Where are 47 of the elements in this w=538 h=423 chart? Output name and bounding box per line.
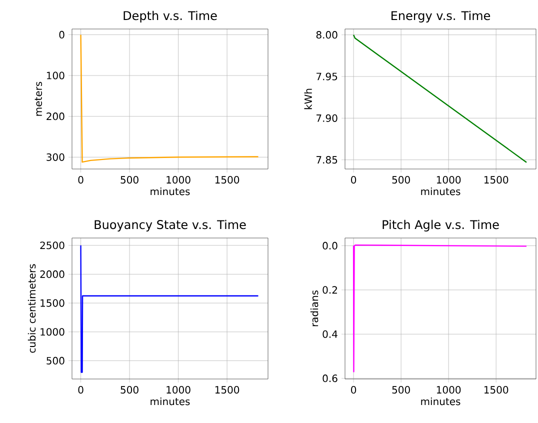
line-series <box>352 244 528 372</box>
x-tick-label: 1500 <box>484 176 508 184</box>
x-tick-label: 0 <box>351 176 356 184</box>
x-tick-label: 0 <box>351 386 356 394</box>
y-axis-title: kWh <box>304 88 312 110</box>
y-tick-label: 300 <box>46 153 64 161</box>
y-tick-label: 7.95 <box>316 72 338 80</box>
x-axis-title: minutes <box>421 397 460 406</box>
y-tick-label: 7.85 <box>316 156 338 164</box>
x-tick-label: 0 <box>78 386 84 394</box>
x-tick-label: 1500 <box>215 176 240 184</box>
y-tick-label: 100 <box>46 72 64 80</box>
y-tick-label: 0.4 <box>322 330 338 338</box>
x-tick-label: 1000 <box>166 176 190 184</box>
x-tick-label: 0 <box>78 176 84 184</box>
y-tick-label: 2000 <box>40 270 64 278</box>
chart-title: Energy v.s. Time <box>392 10 490 22</box>
y-tick-label: 0 <box>59 30 64 38</box>
chart-title: Pitch Agle v.s. Time <box>382 220 499 232</box>
y-tick-label: 1000 <box>40 328 64 336</box>
y-tick-label: 0.6 <box>322 374 338 382</box>
x-axis-title: minutes <box>150 187 190 196</box>
x-tick-label: 500 <box>392 176 410 184</box>
y-tick-label: 0.2 <box>322 286 337 294</box>
y-tick-label: 1500 <box>40 299 64 307</box>
chart-title: Buoyancy State v.s. Time <box>94 220 246 232</box>
x-axis-title: minutes <box>421 187 460 196</box>
y-tick-label: 7.90 <box>316 114 338 122</box>
x-tick-label: 1500 <box>215 386 240 394</box>
y-axis-title: radians <box>310 290 318 326</box>
y-tick-label: 2500 <box>40 242 64 250</box>
chart-title: Depth v.s. Time <box>124 10 217 22</box>
x-axis-title: minutes <box>150 397 190 406</box>
x-tick-label: 500 <box>120 386 138 394</box>
y-tick-label: 8.00 <box>316 31 338 39</box>
x-tick-label: 1500 <box>484 386 508 394</box>
x-tick-label: 500 <box>392 386 410 394</box>
x-tick-label: 1000 <box>166 386 190 394</box>
y-axis-title: meters <box>34 82 42 116</box>
y-axis-title: cubic centimeters <box>28 264 36 353</box>
x-tick-label: 1000 <box>436 176 461 184</box>
line-series <box>80 34 259 163</box>
y-tick-label: 200 <box>46 112 64 120</box>
y-tick-label: 0.0 <box>322 242 338 250</box>
x-tick-label: 1000 <box>436 386 461 394</box>
x-tick-label: 500 <box>120 176 138 184</box>
y-tick-label: 500 <box>46 356 64 364</box>
